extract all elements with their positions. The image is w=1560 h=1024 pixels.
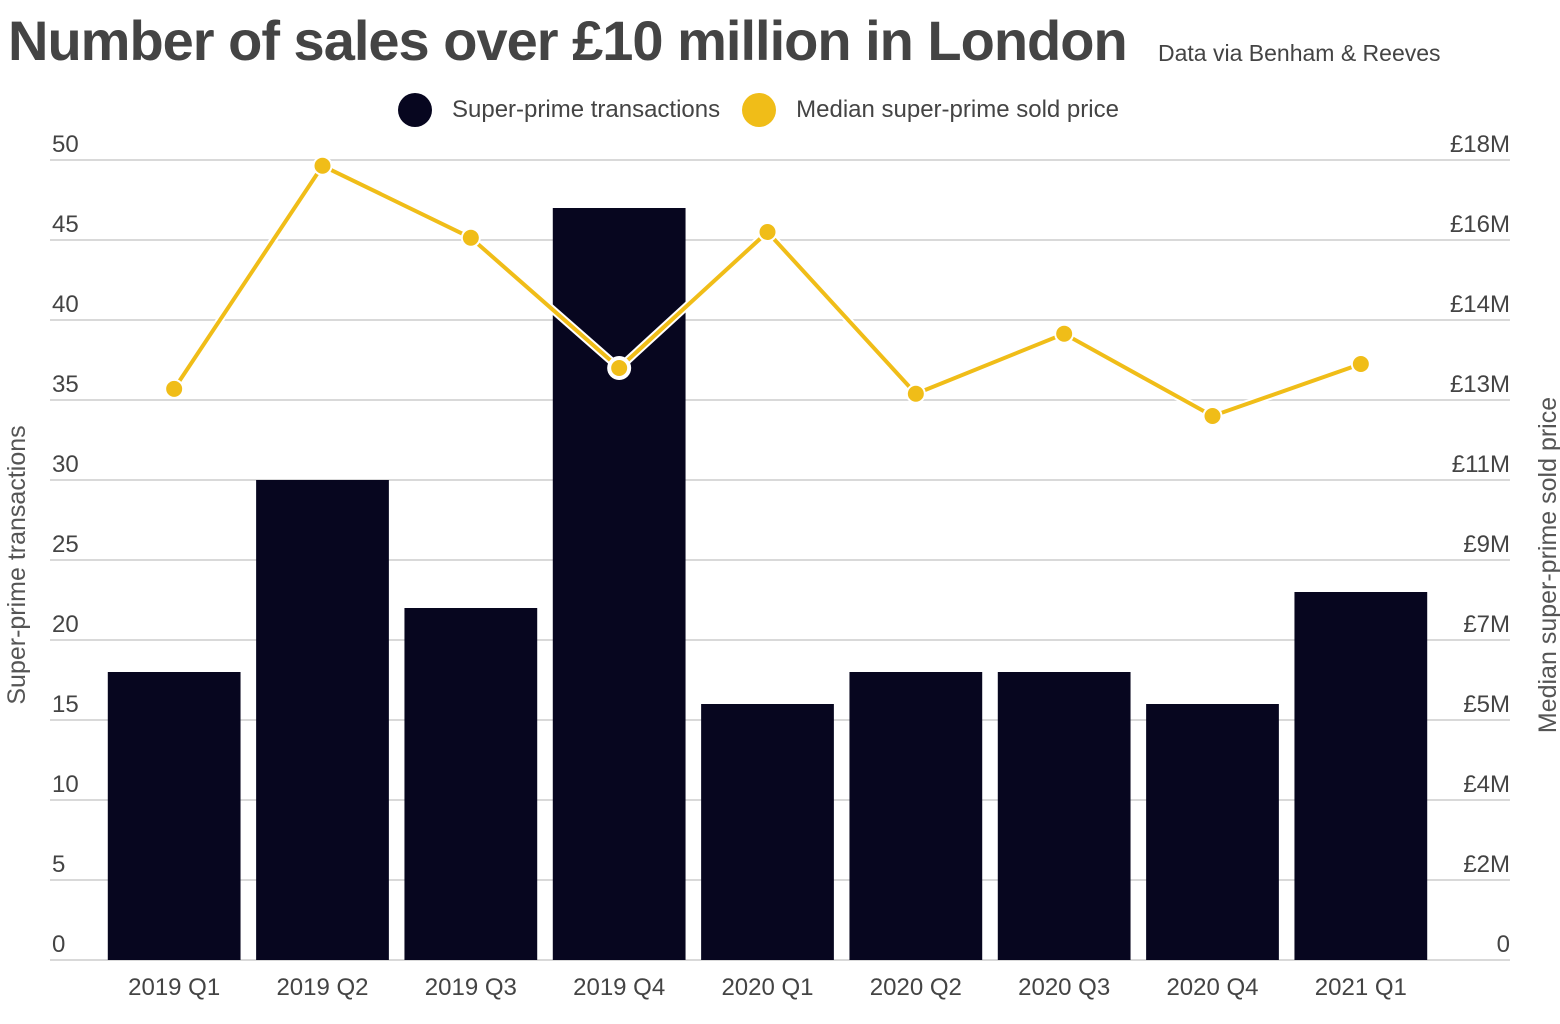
- left-tick-label: 5: [52, 851, 65, 878]
- legend-item-transactions: Super-prime transactions: [398, 93, 720, 127]
- right-tick-label: £9M: [1463, 531, 1510, 558]
- left-tick-label: 25: [52, 531, 79, 558]
- left-tick-label: 35: [52, 371, 79, 398]
- x-tick-label: 2019 Q2: [276, 974, 368, 1001]
- left-tick-label: 30: [52, 451, 79, 478]
- legend-swatch-transactions: [398, 93, 432, 127]
- x-tick-label: 2020 Q3: [1018, 974, 1110, 1001]
- right-tick-label: £18M: [1450, 131, 1510, 158]
- bars: [107, 208, 1428, 960]
- bar[interactable]: [404, 608, 538, 960]
- bar[interactable]: [997, 672, 1131, 960]
- right-tick-label: £13M: [1450, 371, 1510, 398]
- chart-title: Number of sales over £10 million in Lond…: [8, 9, 1128, 72]
- right-axis-title: Median super-prime sold price: [1534, 397, 1560, 733]
- x-tick-label: 2019 Q1: [128, 974, 220, 1001]
- price-point[interactable]: [314, 157, 331, 174]
- right-axis-ticks: 0 £2M £4M £5M £7M £9M £11M £13M £14M £16M £18M: [1450, 131, 1510, 958]
- legend: Super-prime transactions Median super-pr…: [398, 90, 1141, 130]
- right-tick-label: £4M: [1463, 771, 1510, 798]
- price-point[interactable]: [1204, 408, 1221, 424]
- right-tick-label: £16M: [1450, 211, 1510, 238]
- price-point[interactable]: [1352, 356, 1369, 372]
- left-tick-label: 20: [52, 611, 79, 638]
- legend-label-median-price: Median super-prime sold price: [796, 96, 1119, 123]
- x-tick-label: 2021 Q1: [1315, 974, 1407, 1001]
- price-point[interactable]: [907, 385, 924, 402]
- price-point[interactable]: [462, 229, 479, 246]
- legend-swatch-median-price: [742, 93, 777, 127]
- left-tick-label: 45: [52, 211, 79, 238]
- chart-subtitle: Data via Benham & Reeves: [1158, 40, 1441, 66]
- bar[interactable]: [107, 672, 241, 960]
- right-tick-label: £2M: [1463, 851, 1510, 878]
- x-tick-label: 2020 Q2: [870, 974, 962, 1001]
- left-tick-label: 10: [52, 771, 79, 798]
- x-tick-label: 2019 Q3: [425, 974, 517, 1001]
- right-tick-label: £11M: [1452, 451, 1510, 478]
- price-point[interactable]: [611, 360, 628, 376]
- bar[interactable]: [1294, 592, 1428, 960]
- right-tick-label: £14M: [1450, 291, 1510, 318]
- left-axis-title: Super-prime transactions: [3, 425, 31, 704]
- left-axis-ticks: 0 5 10 15 20 25 30 35 40 45 50: [52, 131, 79, 958]
- price-line-path: [172, 163, 1362, 419]
- legend-item-median-price: Median super-prime sold price: [742, 93, 1119, 127]
- left-tick-label: 40: [52, 291, 79, 318]
- right-tick-label: £7M: [1463, 611, 1510, 638]
- right-tick-label: 0: [1497, 931, 1510, 958]
- legend-label-transactions: Super-prime transactions: [452, 96, 721, 123]
- left-tick-label: 15: [52, 691, 79, 718]
- right-tick-label: £5M: [1463, 691, 1510, 718]
- bar[interactable]: [256, 480, 389, 960]
- bar[interactable]: [1146, 704, 1279, 960]
- left-tick-label: 50: [52, 131, 79, 158]
- x-tick-label: 2020 Q1: [721, 974, 813, 1001]
- x-tick-label: 2020 Q4: [1166, 974, 1258, 1001]
- price-point[interactable]: [166, 380, 183, 397]
- price-point[interactable]: [1056, 325, 1073, 342]
- price-point[interactable]: [759, 224, 776, 240]
- left-tick-label: 0: [52, 931, 65, 958]
- price-line: [164, 155, 1371, 426]
- bar[interactable]: [701, 704, 834, 960]
- x-axis-ticks: 2019 Q1 2019 Q2 2019 Q3 2019 Q4 2020 Q1 2020 …: [128, 974, 1407, 1001]
- bar[interactable]: [849, 672, 983, 960]
- x-tick-label: 2019 Q4: [573, 974, 665, 1001]
